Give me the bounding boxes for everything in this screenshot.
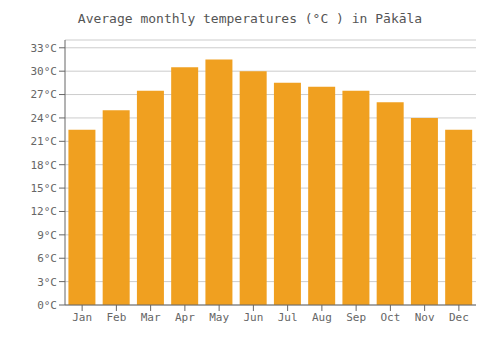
- svg-text:12°C: 12°C: [31, 205, 58, 218]
- svg-text:15°C: 15°C: [31, 182, 58, 195]
- svg-text:Mar: Mar: [141, 311, 161, 324]
- svg-text:6°C: 6°C: [37, 252, 57, 265]
- svg-text:30°C: 30°C: [31, 65, 58, 78]
- svg-text:May: May: [209, 311, 229, 324]
- svg-text:21°C: 21°C: [31, 135, 58, 148]
- html-text:Average monthly temperatures (: Average monthly temperatures (°C ) in Pā…: [77, 11, 423, 26]
- svg-text:Dec: Dec: [449, 311, 469, 324]
- svg-text:3°C: 3°C: [37, 276, 57, 289]
- svg-text:24°C: 24°C: [31, 112, 58, 125]
- svg-text:Jan: Jan: [72, 311, 92, 324]
- svg-text:Apr: Apr: [175, 311, 195, 324]
- svg-text:Jun: Jun: [243, 311, 263, 324]
- svg-text:33°C: 33°C: [31, 42, 58, 55]
- svg-text:Feb: Feb: [106, 311, 126, 324]
- svg-text:Oct: Oct: [380, 311, 400, 324]
- svg-text:9°C: 9°C: [37, 229, 57, 242]
- svg-text:Aug: Aug: [312, 311, 332, 324]
- svg-text:Sep: Sep: [346, 311, 366, 324]
- svg-text:Jul: Jul: [278, 311, 298, 324]
- svg-text:Nov: Nov: [415, 311, 435, 324]
- svg-text:27°C: 27°C: [31, 88, 58, 101]
- svg-text:0°C: 0°C: [37, 299, 57, 312]
- svg-text:18°C: 18°C: [31, 159, 58, 172]
